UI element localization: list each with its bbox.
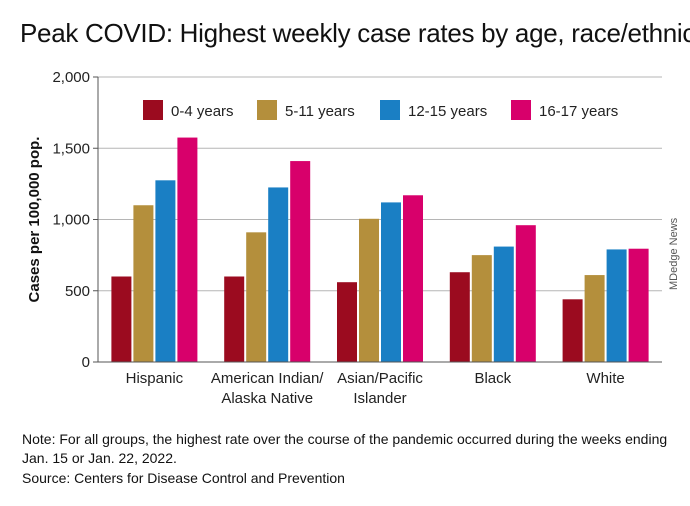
bar-0-4-years bbox=[111, 276, 132, 362]
x-tick-label: Black bbox=[474, 370, 511, 387]
x-tick-label: Asian/Pacific bbox=[337, 370, 423, 387]
bar-0-4-years bbox=[337, 282, 357, 362]
bar-5-11-years bbox=[133, 205, 154, 362]
chart-note: Note: For all groups, the highest rate o… bbox=[22, 431, 668, 466]
chart-title: Peak COVID: Highest weekly case rates by… bbox=[20, 18, 690, 48]
bar-5-11-years bbox=[471, 255, 492, 362]
chart-area: 0 500 1,000 1,500 2,000 Cases per 100,000 pop… bbox=[26, 69, 662, 407]
bar-5-11-years bbox=[584, 275, 605, 362]
y-tick-label: 2,000 bbox=[52, 69, 90, 86]
chart-source: Source: Centers for Disease Control and … bbox=[22, 470, 345, 486]
y-axis-label: Cases per 100,000 pop. bbox=[26, 137, 43, 303]
legend-swatch bbox=[511, 100, 531, 120]
x-tick-label: White bbox=[586, 370, 624, 387]
x-tick-label: Hispanic bbox=[126, 370, 184, 387]
bar-0-4-years bbox=[224, 276, 245, 362]
x-tick-label: Islander bbox=[353, 390, 406, 407]
bar-chart: 0 500 1,000 1,500 2,000 Cases per 100,000 pop… bbox=[26, 69, 662, 407]
legend-swatch bbox=[257, 100, 277, 120]
y-tick-label: 1,500 bbox=[52, 140, 90, 157]
bar-16-17-years bbox=[515, 225, 536, 362]
bar-16-17-years bbox=[628, 248, 649, 362]
legend-label: 16-17 years bbox=[539, 103, 618, 120]
bar-12-15-years bbox=[155, 180, 176, 362]
x-tick-label: Alaska Native bbox=[221, 390, 313, 407]
bar-12-15-years bbox=[268, 187, 289, 362]
bar-12-15-years bbox=[606, 249, 627, 362]
x-tick-label: American Indian/ bbox=[211, 370, 324, 387]
legend-label: 5-11 years bbox=[285, 103, 355, 120]
bar-16-17-years bbox=[177, 137, 198, 362]
legend-swatch bbox=[380, 100, 400, 120]
bar-5-11-years bbox=[246, 232, 267, 362]
credit-label: MDedge News bbox=[668, 217, 680, 290]
bar-16-17-years bbox=[403, 195, 423, 362]
bar-12-15-years bbox=[381, 202, 401, 362]
y-tick-label: 500 bbox=[65, 283, 90, 300]
legend-label: 0-4 years bbox=[171, 103, 234, 120]
y-tick-label: 0 bbox=[82, 354, 90, 371]
bar-0-4-years bbox=[449, 272, 470, 362]
y-tick-label: 1,000 bbox=[52, 212, 90, 229]
legend-label: 12-15 years bbox=[408, 103, 487, 120]
bar-12-15-years bbox=[493, 246, 514, 362]
bar-16-17-years bbox=[290, 161, 311, 362]
bar-0-4-years bbox=[562, 299, 583, 362]
legend-swatch bbox=[143, 100, 163, 120]
bar-5-11-years bbox=[359, 218, 379, 362]
